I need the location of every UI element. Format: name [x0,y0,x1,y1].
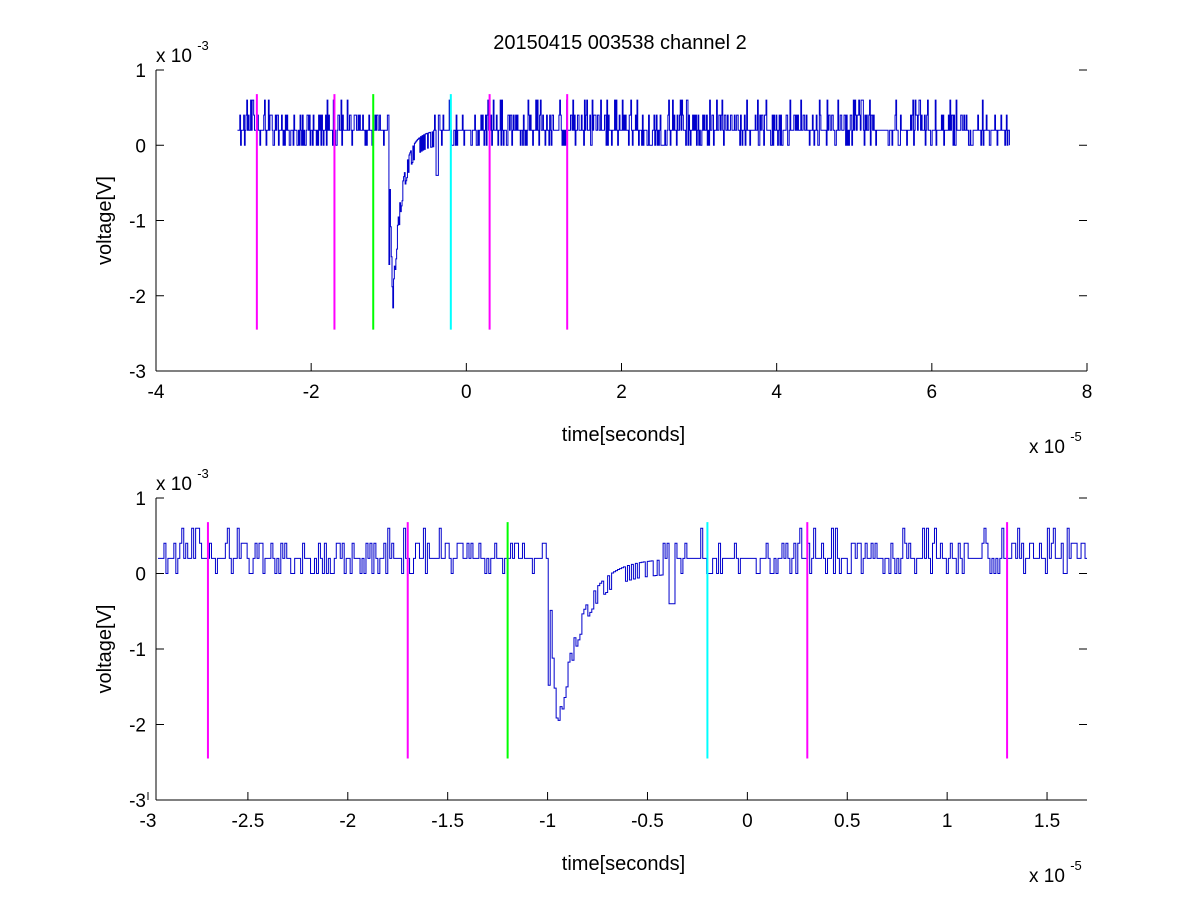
y-tick-label: -1 [129,640,146,661]
y-tick-label: -2 [129,716,146,737]
y-tick-label: -3 [129,791,146,812]
x-tick-label: -0.5 [631,811,664,832]
y-tick-label: 0 [135,565,146,586]
bottom-subplot: 1 0 -1 -2 -3-3 -2.5 -2 -1.5 -1 -0.5 0 0.5 1 1.5 time[s… [94,466,1087,887]
voltage-trace [158,527,1087,721]
x-tick-label: 1 [942,811,953,832]
x-tick-label: -1 [539,811,556,832]
x-tick-label: 4 [771,382,782,403]
x-axis-label: time[seconds] [562,424,685,446]
x-tick-label: -2 [339,811,356,832]
y-tick-label: 1 [135,489,146,510]
y-axis-label: voltage[V] [94,605,116,694]
x-tick-label: -2.5 [232,811,265,832]
y-exponent-label: x 10 -3 [156,38,209,67]
y-tick-label: -3 [129,362,146,383]
y-tick-label: -1 [129,212,146,233]
y-tick-label: -2 [129,287,146,308]
x-tick-label: -2 [303,382,320,403]
x-tick-label: -4 [148,382,165,403]
x-tick-label: 0.5 [834,811,860,832]
x-tick-label: -3 [140,811,157,832]
top-subplot: 1 0 -1 -2 -3-4 -2 0 2 4 6 8 time[seconds] voltage[V]… [94,38,1092,458]
figure-title: 20150415 003538 channel 2 [493,32,747,54]
x-exponent-label: x 10 -5 [1029,429,1082,458]
y-axis-label: voltage[V] [94,176,116,265]
y-tick-label: 0 [135,136,146,157]
x-tick-label: 6 [927,382,938,403]
x-tick-label: 0 [461,382,472,403]
y-exponent-label: x 10 -3 [156,466,209,495]
y-tick-label: 1 [135,61,146,82]
x-tick-label: 0 [742,811,753,832]
x-axis-label: time[seconds] [562,853,685,875]
x-tick-label: -1.5 [431,811,464,832]
x-tick-label: 1.5 [1034,811,1060,832]
x-exponent-label: x 10 -5 [1029,858,1082,887]
x-tick-label: 8 [1082,382,1093,403]
x-tick-label: 2 [616,382,627,403]
voltage-trace [237,99,1010,309]
